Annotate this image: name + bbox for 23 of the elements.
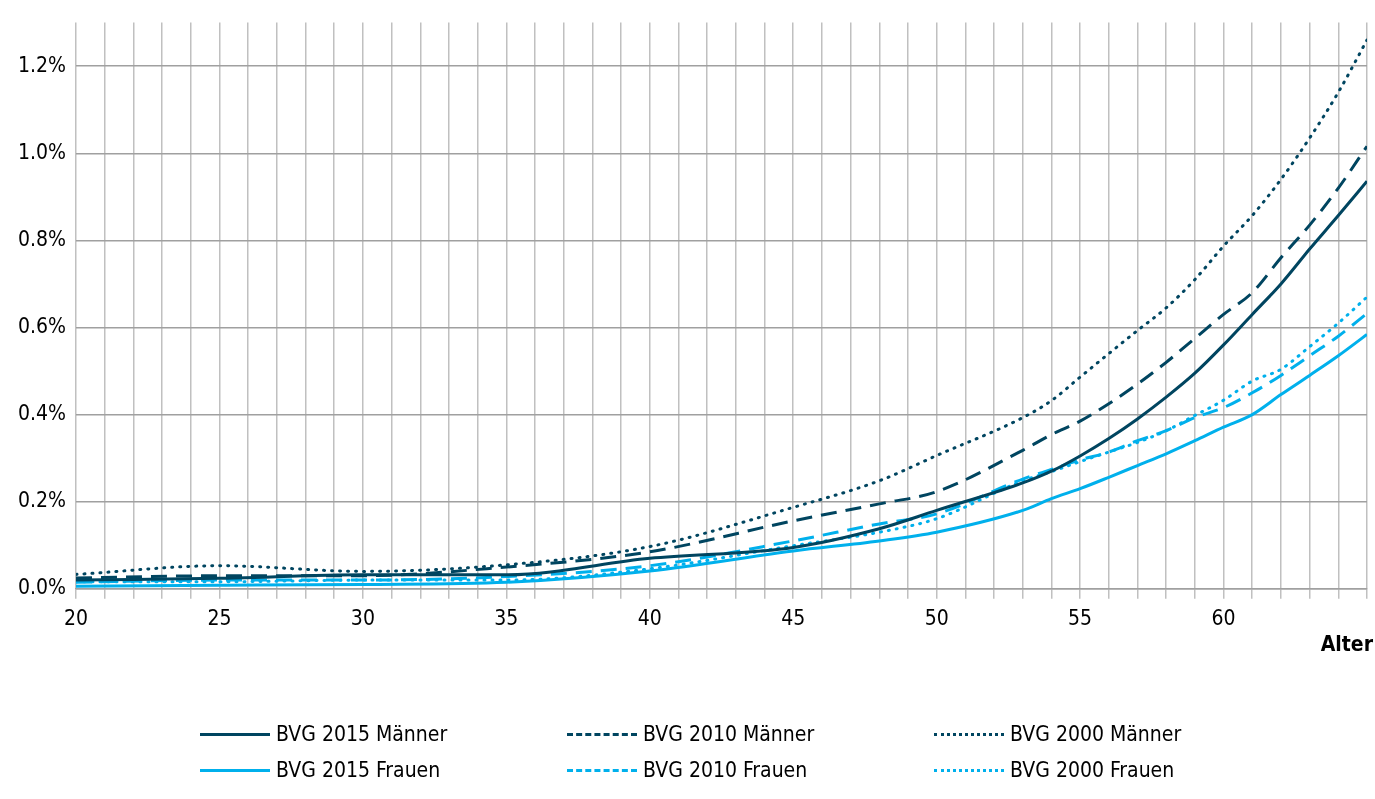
y-tick-label: 0.4% [17,401,66,426]
x-tick-label: 25 [207,605,232,630]
y-tick-label: 0.0% [17,575,66,600]
x-tick-label: 60 [1211,605,1236,630]
y-tick-label: 0.8% [17,226,66,251]
x-tick-label: 55 [1068,605,1093,630]
x-tick-label: 50 [924,605,949,630]
legend-label: BVG 2010 Frauen [643,758,808,782]
legend-label: BVG 2000 Männer [1010,722,1182,746]
x-tick-label: 35 [494,605,519,630]
legend-label: BVG 2015 Frauen [276,758,441,782]
legend-label: BVG 2000 Frauen [1010,758,1175,782]
x-tick-label: 40 [637,605,662,630]
x-tick-label: 20 [63,605,89,630]
y-tick-label: 1.2% [17,52,66,77]
x-axis-title: Alter [1320,632,1373,656]
y-tick-label: 1.0% [17,139,66,164]
x-tick-label: 30 [350,605,375,630]
x-tick-label: 45 [781,605,806,630]
y-tick-label: 0.6% [17,313,66,338]
y-tick-label: 0.2% [17,488,66,513]
legend-label: BVG 2010 Männer [643,722,815,746]
legend-label: BVG 2015 Männer [276,722,448,746]
